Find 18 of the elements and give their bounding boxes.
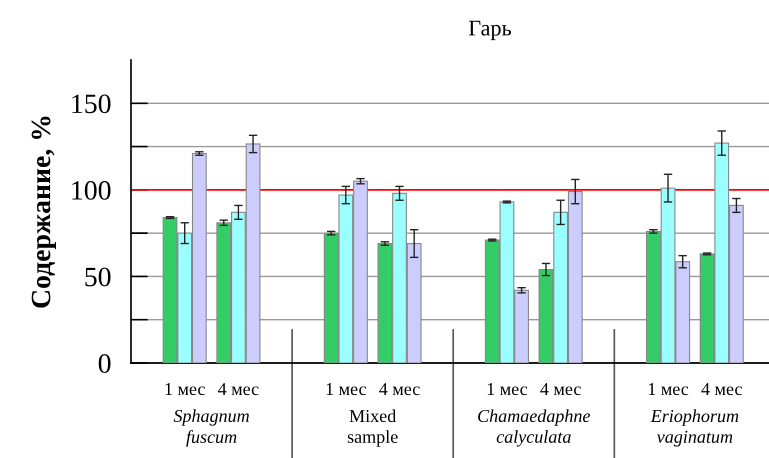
y-tick-label: 150 (72, 94, 110, 114)
x-tick-label: 1 мес (488, 383, 528, 396)
x-tick-label: 1 мес (648, 383, 688, 396)
y-tick-label: 0 (98, 354, 110, 373)
text: Mixed sample (348, 409, 398, 447)
text: Eriophorum vaginatum (650, 409, 738, 447)
y-tick-label: 100 (72, 181, 110, 200)
x-tick-label: 4 мес (218, 383, 259, 396)
x-tick-label: 1 мес (326, 383, 366, 396)
x-tick-label: 4 мес (540, 383, 581, 396)
text: Sphagnum fuscum (174, 409, 249, 447)
x-tick-label: 4 мес (701, 383, 742, 396)
y-tick-label: 50 (85, 268, 110, 286)
y-axis-title: Содержание, % (32, 116, 56, 308)
x-tick-label: 1 мес (166, 383, 205, 396)
text: Chamaedaphne calyculata (478, 409, 590, 447)
x-tick-label: 4 мес (379, 383, 420, 396)
chart-title: Гарь (468, 20, 512, 40)
